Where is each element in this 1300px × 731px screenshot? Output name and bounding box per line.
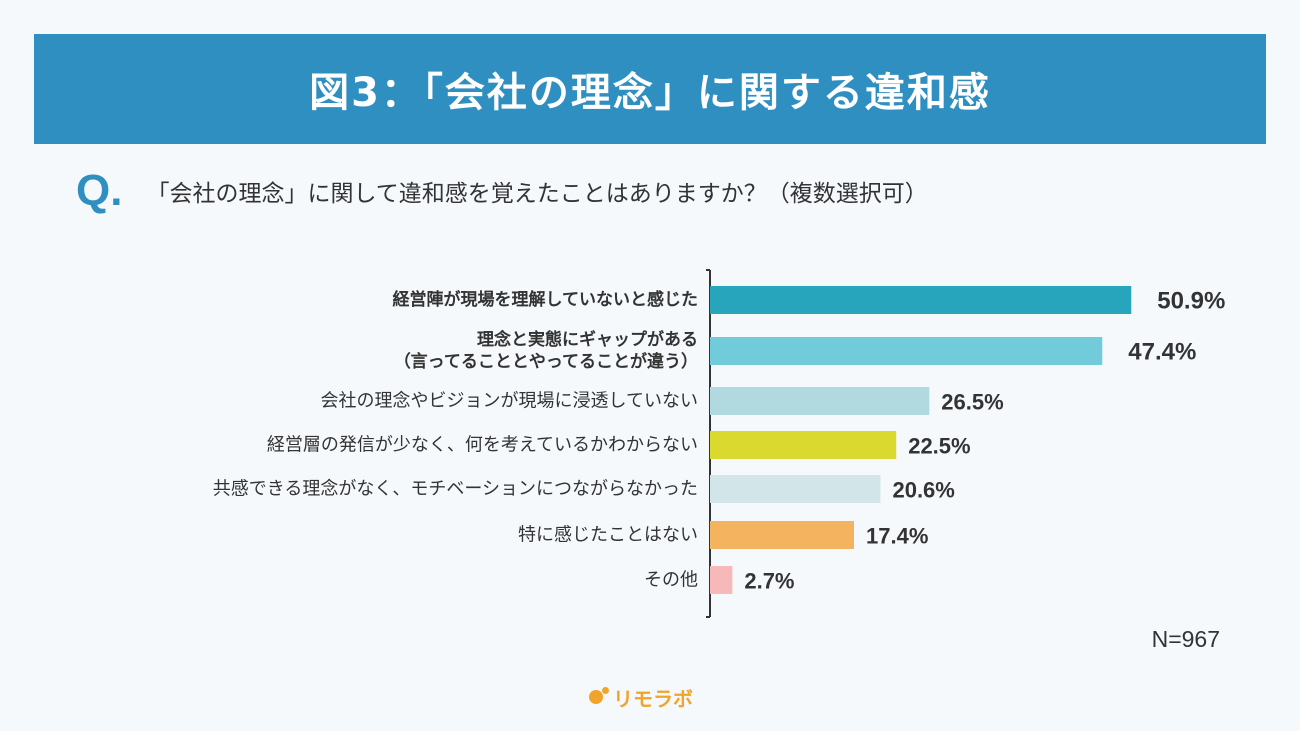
category-label-5: 共感できる理念がなく、モチベーションにつながらなかった bbox=[213, 478, 698, 500]
data-label-4: 22.5% bbox=[908, 434, 970, 459]
page-title: 図3：「会社の理念」に関する違和感 bbox=[309, 70, 991, 116]
category-label-2-line-1: 理念と実態にギャップがある bbox=[477, 329, 698, 350]
data-label-7: 2.7% bbox=[744, 569, 794, 594]
bar-1 bbox=[710, 286, 1132, 314]
category-label-7: その他 bbox=[644, 570, 698, 591]
sample-size-label: N=967 bbox=[1151, 626, 1220, 652]
category-label-2-line-2: （言ってることとやってることが違う） bbox=[394, 351, 698, 372]
category-label-3: 会社の理念やビジョンが現場に浸透していない bbox=[321, 390, 698, 412]
question-text: 「会社の理念」に関して違和感を覚えたことはありますか？（複数選択可） bbox=[146, 181, 928, 207]
bar-3 bbox=[710, 387, 930, 415]
bar-4 bbox=[710, 431, 897, 459]
bar-2 bbox=[710, 337, 1103, 365]
category-label-1: 経営陣が現場を理解していないと感じた bbox=[393, 289, 699, 310]
category-label-4: 経営層の発信が少なく、何を考えているかわからない bbox=[267, 435, 698, 456]
data-label-3: 26.5% bbox=[941, 390, 1003, 415]
bar-7 bbox=[710, 566, 733, 594]
header-band: 図3：「会社の理念」に関する違和感 bbox=[34, 34, 1266, 144]
data-label-1: 50.9% bbox=[1157, 288, 1225, 315]
question-mark: Q bbox=[76, 166, 111, 215]
category-label-6: 特に感じたことはない bbox=[518, 525, 698, 546]
brand-name: リモラボ bbox=[613, 686, 693, 711]
bar-6 bbox=[710, 521, 854, 549]
data-label-2: 47.4% bbox=[1128, 339, 1196, 366]
bar-5 bbox=[710, 475, 881, 503]
data-label-5: 20.6% bbox=[892, 478, 954, 503]
brand-logo: リモラボ bbox=[589, 683, 693, 711]
brand-dot-icon bbox=[589, 687, 609, 704]
question-row: Q . 「会社の理念」に関して違和感を覚えたことはありますか？（複数選択可） bbox=[76, 166, 928, 216]
data-label-6: 17.4% bbox=[866, 524, 928, 549]
question-mark-dot: . bbox=[110, 166, 123, 215]
